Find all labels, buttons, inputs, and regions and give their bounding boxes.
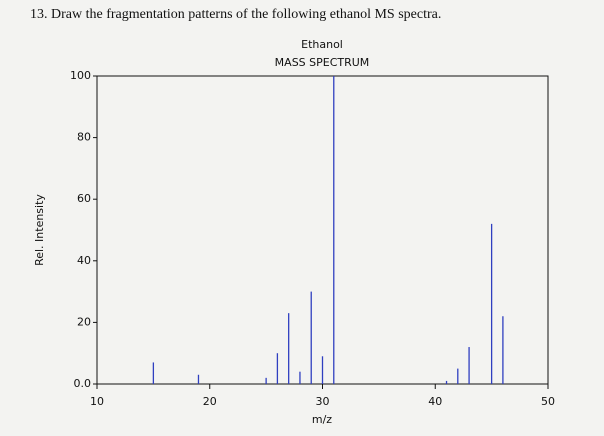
y-tick-label: 0.0	[74, 377, 92, 390]
x-tick-label: 30	[316, 395, 330, 408]
x-tick-label: 50	[541, 395, 555, 408]
y-tick-label: 60	[77, 192, 91, 205]
y-tick-label: 80	[77, 131, 91, 144]
chart-subtitle: MASS SPECTRUM	[275, 56, 370, 69]
y-tick-label: 100	[70, 69, 91, 82]
question: 13. Draw the fragmentation patterns of t…	[30, 7, 441, 22]
x-tick-label: 40	[428, 395, 442, 408]
x-tick-label: 10	[90, 395, 104, 408]
chart-title: Ethanol	[301, 38, 343, 51]
y-axis-label: Rel. Intensity	[33, 194, 46, 266]
y-tick-label: 40	[77, 254, 91, 267]
x-tick-label: 20	[203, 395, 217, 408]
y-tick-label: 20	[77, 315, 91, 328]
x-axis-label: m/z	[312, 413, 332, 426]
